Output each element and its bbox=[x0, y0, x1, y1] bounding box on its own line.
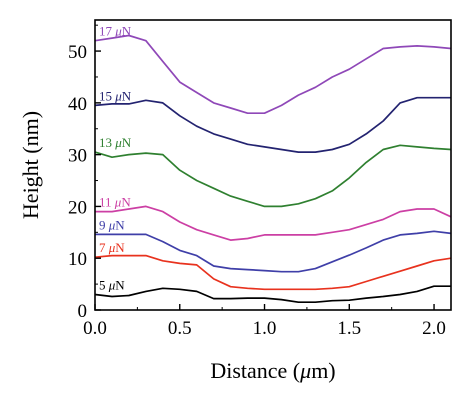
y-tick-label: 20 bbox=[68, 197, 87, 218]
series-line-2 bbox=[94, 254, 452, 291]
series-label-5: 13 μN bbox=[99, 135, 132, 150]
series-line-5 bbox=[94, 144, 452, 208]
tick-layer: 0.0 0.5 1.0 1.5 2.0 0 10 20 30 40 50 bbox=[68, 24, 446, 339]
series-label-1: 5 μN bbox=[99, 277, 125, 292]
series-label-6: 15 μN bbox=[99, 88, 132, 103]
series-label-3: 9 μN bbox=[99, 217, 125, 232]
series-line-1 bbox=[94, 285, 451, 304]
series-layer bbox=[94, 34, 452, 304]
x-tick-label: 1.5 bbox=[337, 318, 361, 339]
y-tick-label: 50 bbox=[68, 42, 87, 63]
series-line-7 bbox=[94, 34, 452, 115]
series-label-2: 7 μN bbox=[99, 240, 125, 255]
x-tick-label: 1.0 bbox=[253, 318, 277, 339]
x-tick-label: 0.0 bbox=[83, 318, 107, 339]
series-label-4: 11 μN bbox=[99, 195, 131, 210]
x-tick-label: 2.0 bbox=[422, 318, 446, 339]
x-axis-label: Distance (μm) bbox=[210, 358, 335, 383]
series-line-6 bbox=[94, 96, 451, 153]
y-tick-label: 30 bbox=[68, 146, 87, 167]
y-tick-label: 10 bbox=[68, 249, 87, 270]
y-axis-label: Height (nm) bbox=[18, 111, 43, 219]
plot-frame bbox=[94, 19, 452, 311]
x-tick-label: 0.5 bbox=[168, 318, 192, 339]
y-tick-label: 0 bbox=[78, 301, 88, 322]
y-tick-label: 40 bbox=[68, 94, 87, 115]
series-line-3 bbox=[95, 230, 452, 273]
series-label-7: 17 μN bbox=[99, 24, 132, 39]
series-line-4 bbox=[95, 205, 452, 241]
series-label-layer: 5 μN 7 μN 9 μN 11 μN 13 μN 15 μN 17 μN bbox=[99, 24, 132, 293]
